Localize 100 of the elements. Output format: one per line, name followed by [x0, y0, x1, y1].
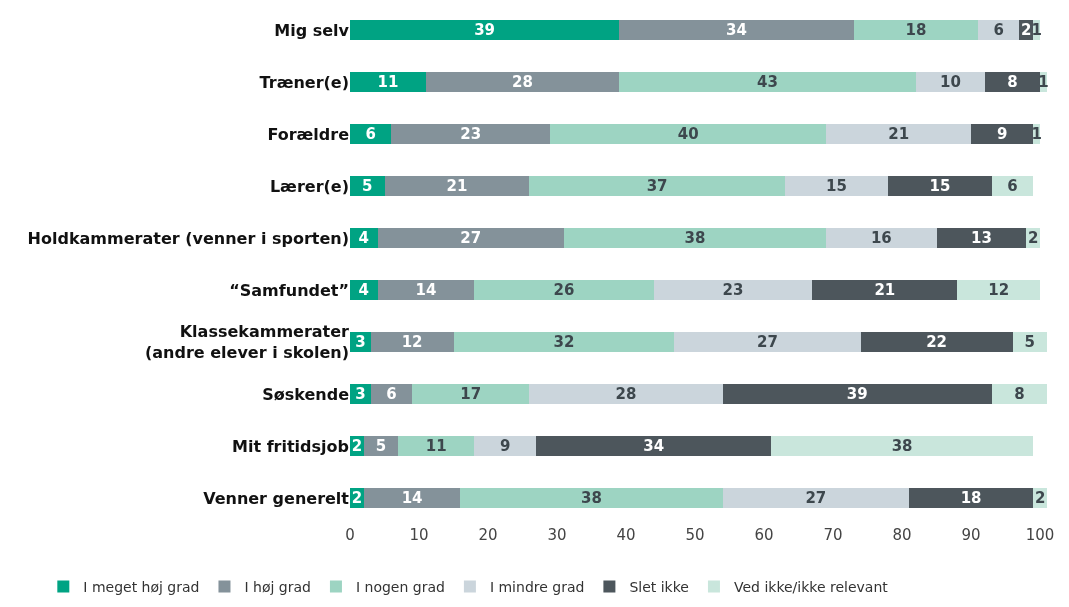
- x-tick-label: 70: [823, 526, 843, 544]
- data-label: 4: [358, 281, 370, 299]
- data-label: 2: [1034, 489, 1046, 507]
- bar: [425, 72, 620, 92]
- bar: [908, 488, 1034, 508]
- data-label: 1: [1038, 73, 1049, 91]
- data-label: 8: [1014, 385, 1025, 403]
- y-tick-label: Forældre: [267, 124, 350, 144]
- legend-label: I nogen grad: [355, 578, 445, 595]
- data-label: 6: [386, 385, 397, 403]
- x-tick-label: 80: [892, 526, 912, 544]
- bar: [563, 228, 827, 248]
- data-label: 38: [581, 489, 602, 507]
- bar: [812, 280, 958, 300]
- x-tick-label: 50: [685, 526, 705, 544]
- bar: [653, 280, 813, 300]
- data-label: 22: [926, 333, 948, 351]
- data-label: 34: [643, 437, 665, 455]
- data-label: 13: [971, 229, 992, 247]
- bar: [936, 228, 1027, 248]
- data-label: 15: [929, 177, 951, 195]
- legend-label: I mindre grad: [489, 578, 585, 595]
- data-label: 4: [358, 229, 370, 247]
- data-label: 10: [939, 73, 961, 91]
- data-label: 12: [988, 281, 1010, 299]
- bar: [350, 20, 620, 40]
- data-label: 9: [996, 125, 1008, 143]
- data-label: 38: [891, 437, 913, 455]
- legend-label: I høj grad: [244, 578, 311, 595]
- y-tick-label: Mig selv: [274, 20, 350, 40]
- x-tick-label: 10: [409, 526, 429, 544]
- x-tick-label: 20: [478, 526, 498, 544]
- data-label: 32: [553, 333, 575, 351]
- bar: [377, 228, 564, 248]
- bar: [915, 72, 985, 92]
- data-label: 21: [874, 281, 896, 299]
- data-label: 34: [726, 21, 747, 39]
- data-label: 2: [1021, 21, 1032, 39]
- legend-label: Slet ikke: [629, 578, 689, 595]
- x-tick-label: 90: [961, 526, 981, 544]
- data-label: 8: [1007, 73, 1018, 91]
- data-label: 39: [474, 21, 496, 39]
- bar: [722, 384, 992, 404]
- y-tick-label: “Samfundet”: [229, 280, 349, 300]
- data-label: 1: [1031, 125, 1042, 143]
- data-label: 23: [460, 125, 482, 143]
- data-label: 38: [684, 229, 706, 247]
- bar: [853, 20, 978, 40]
- data-label: 11: [425, 437, 447, 455]
- bar: [826, 124, 972, 144]
- data-label: 15: [826, 177, 847, 195]
- bar: [412, 384, 530, 404]
- y-tick-label: Mit fritidsjob: [232, 436, 349, 456]
- data-label: 3: [355, 385, 366, 403]
- data-label: 21: [888, 125, 910, 143]
- bar: [826, 228, 937, 248]
- data-label: 16: [870, 229, 892, 247]
- bar: [363, 488, 461, 508]
- data-label: 6: [993, 21, 1004, 39]
- bar: [536, 436, 771, 456]
- y-tick-label: Søskende: [262, 384, 350, 404]
- data-label: 26: [553, 281, 575, 299]
- y-tick-label: Venner generelt: [203, 488, 350, 508]
- data-label: 9: [500, 437, 511, 455]
- data-label: 37: [646, 177, 668, 195]
- data-label: 14: [415, 281, 437, 299]
- x-tick-label: 0: [345, 526, 355, 544]
- x-tick-label: 30: [547, 526, 567, 544]
- data-label: 18: [960, 489, 982, 507]
- data-label: 21: [446, 177, 468, 195]
- data-label: 23: [722, 281, 744, 299]
- bar: [619, 72, 916, 92]
- bar: [784, 176, 889, 196]
- data-label: 27: [460, 229, 482, 247]
- y-tick-label: Træner(e): [259, 72, 349, 92]
- bar: [460, 488, 723, 508]
- bar: [474, 280, 654, 300]
- data-label: 1: [1031, 21, 1042, 39]
- bar: [529, 176, 785, 196]
- data-label: 5: [375, 437, 387, 455]
- bar: [674, 332, 861, 352]
- legend-label: Ved ikke/ikke relevant: [733, 578, 889, 595]
- data-label: 6: [365, 125, 376, 143]
- data-label: 28: [615, 385, 637, 403]
- bar: [957, 280, 1041, 300]
- legend-label: I meget høj grad: [83, 578, 200, 595]
- data-label: 39: [846, 385, 868, 403]
- bar: [770, 436, 1034, 456]
- data-label: 40: [677, 125, 699, 143]
- data-label: 11: [377, 73, 399, 91]
- data-label: 27: [757, 333, 778, 351]
- bar: [550, 124, 827, 144]
- data-label: 2: [351, 489, 363, 507]
- data-label: 6: [1007, 177, 1018, 195]
- bar: [722, 488, 909, 508]
- bar: [474, 436, 537, 456]
- bar: [860, 332, 1013, 352]
- data-label: 2: [351, 437, 363, 455]
- bar: [991, 384, 1047, 404]
- bar: [619, 20, 854, 40]
